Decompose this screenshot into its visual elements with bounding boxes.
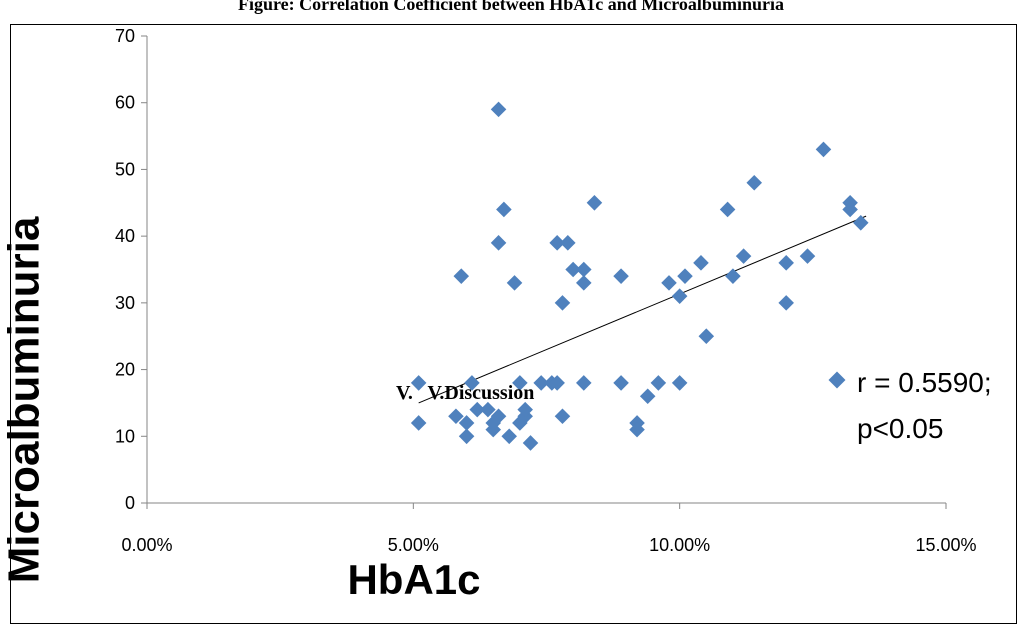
x-tick-label: 10.00%: [649, 535, 710, 555]
y-tick-label: 70: [115, 26, 135, 46]
trendline-line: [418, 215, 867, 404]
x-axis-label: HbA1c: [347, 556, 480, 603]
data-point: [490, 235, 507, 251]
y-tick-label: 20: [115, 360, 135, 380]
data-point: [549, 235, 565, 251]
figure-caption: Figure: Correlation Coefficient between …: [238, 0, 784, 14]
data-point: [506, 275, 523, 291]
trendline: [418, 215, 867, 404]
x-tick-label: 5.00%: [388, 535, 439, 555]
data-point: [677, 268, 693, 284]
y-tick-label: 10: [115, 426, 135, 446]
data-point: [852, 215, 869, 231]
y-tick-label: 40: [115, 226, 135, 246]
y-tick-label: 60: [115, 93, 135, 113]
data-point: [576, 261, 592, 278]
data-point: [725, 268, 741, 284]
data-point: [778, 255, 794, 271]
legend-line-1: r = 0.5590;: [857, 367, 992, 398]
y-axis-label: Microalbuminuria: [0, 216, 49, 583]
data-point: [453, 268, 470, 284]
data-point: [554, 295, 571, 311]
data-point: [458, 428, 475, 445]
data-point: [576, 275, 592, 291]
data-point: [746, 174, 763, 191]
data-point: [650, 375, 667, 391]
data-point: [586, 195, 603, 211]
y-tick-label: 0: [125, 493, 135, 513]
y-tick-label: 50: [115, 159, 135, 179]
data-point: [815, 141, 832, 158]
scatter-plot: 0 10 20 30 40 50 60 70 0.00% 5.00% 10.00% 15.00% M…: [0, 26, 992, 603]
data-point: [842, 201, 858, 218]
data-point: [693, 255, 709, 271]
legend-line-2: p<0.05: [857, 413, 943, 444]
x-tick-label: 15.00%: [915, 535, 976, 555]
data-point: [560, 235, 576, 251]
data-point: [735, 248, 752, 264]
chart-area: [10, 24, 1017, 624]
data-point: [719, 201, 736, 218]
data-point: [671, 288, 688, 304]
x-tick-label: 0.00%: [121, 535, 172, 555]
data-point: [671, 375, 688, 391]
data-point: [576, 375, 592, 391]
data-point: [661, 275, 677, 291]
y-axis-ticks: 0 10 20 30 40 50 60 70: [115, 26, 147, 513]
data-point: [778, 295, 794, 311]
data-point: [554, 408, 571, 425]
data-point: [490, 101, 507, 118]
x-axis-ticks: 0.00% 5.00% 10.00% 15.00%: [121, 503, 977, 555]
axes: [146, 36, 946, 504]
legend: r = 0.5590; p<0.05: [828, 367, 992, 444]
data-point: [639, 388, 656, 405]
data-point: [698, 328, 715, 344]
data-point: [496, 201, 512, 218]
data-point: [613, 375, 629, 391]
legend-marker: [828, 371, 846, 389]
data-point: [501, 428, 517, 445]
data-point: [613, 268, 629, 284]
data-point: [522, 435, 539, 451]
data-point: [410, 415, 427, 431]
section-heading-overlay: V. V.Discussion: [396, 382, 534, 404]
y-tick-label: 30: [115, 293, 135, 313]
data-point: [799, 248, 816, 264]
